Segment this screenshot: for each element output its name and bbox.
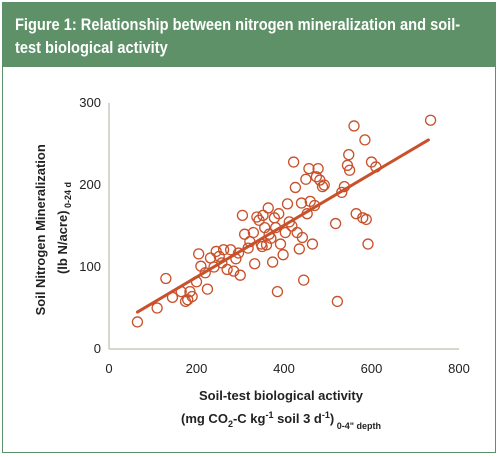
x-tick-label: 800 — [448, 361, 470, 376]
data-point — [343, 149, 355, 161]
data-point — [193, 248, 205, 260]
x-tick-labels: 0 200 400 600 800 — [105, 361, 469, 376]
data-point — [296, 231, 309, 244]
data-point — [217, 244, 230, 256]
x-tick-label: 200 — [186, 361, 208, 376]
data-point — [312, 162, 324, 175]
data-point — [201, 283, 214, 295]
data-point — [131, 316, 144, 328]
data-point — [279, 226, 291, 239]
data-point — [160, 272, 172, 285]
data-point — [293, 243, 305, 255]
data-point — [249, 258, 261, 270]
data-point — [262, 202, 274, 214]
data-point — [300, 173, 312, 185]
data-point — [234, 269, 246, 281]
data-point — [318, 179, 330, 191]
data-point — [274, 238, 287, 250]
data-point — [295, 197, 308, 209]
data-point — [186, 290, 198, 303]
data-point — [221, 263, 233, 276]
data-point — [251, 211, 263, 223]
y-axis-title: Soil Nitrogen Mineralization (lb N/acre)… — [33, 141, 73, 316]
data-point — [236, 209, 249, 221]
data-point — [329, 217, 342, 230]
data-point — [316, 180, 329, 193]
y-tick-label: 0 — [94, 341, 101, 356]
y-tick-label: 100 — [79, 259, 101, 274]
data-point — [289, 181, 302, 194]
y-tick-labels: 0 100 200 300 — [79, 95, 101, 356]
data-point — [257, 209, 269, 221]
data-point — [232, 247, 245, 259]
data-point — [273, 208, 285, 220]
data-point — [287, 156, 300, 168]
data-point — [331, 295, 344, 308]
data-points — [131, 114, 437, 328]
y-tick-label: 300 — [79, 95, 101, 110]
x-tick-label: 600 — [361, 361, 383, 376]
figure-header: Figure 1: Relationship between nitrogen … — [3, 3, 495, 67]
x-axis-units: (mg CO2-C kg-1 soil 3 d-1) 0-4" depth — [181, 410, 381, 431]
data-point — [184, 285, 196, 298]
trendline — [135, 138, 430, 314]
data-point — [199, 267, 211, 279]
figure-frame: Figure 1: Relationship between nitrogen … — [2, 2, 496, 453]
data-point — [348, 120, 360, 132]
data-point — [281, 198, 294, 210]
data-point — [343, 164, 356, 176]
data-point — [360, 213, 372, 226]
data-point — [151, 302, 163, 314]
data-point — [303, 162, 315, 175]
data-point — [238, 228, 251, 240]
data-point — [247, 226, 260, 239]
data-point — [277, 249, 289, 261]
x-tick-label: 400 — [273, 361, 295, 376]
data-point — [271, 285, 284, 298]
scatter-chart: 0 100 200 300 0 200 400 600 800 Soil Nitrogen M… — [33, 95, 470, 431]
y-tick-label: 200 — [79, 177, 101, 192]
data-point — [306, 238, 319, 250]
data-point — [336, 186, 348, 199]
figure-title: Figure 1: Relationship between nitrogen … — [15, 15, 461, 57]
data-point — [298, 274, 310, 286]
data-point — [362, 238, 374, 250]
data-point — [310, 171, 323, 183]
x-tick-label: 0 — [105, 361, 112, 376]
data-point — [359, 134, 371, 146]
data-point — [266, 256, 279, 268]
data-point — [341, 159, 354, 171]
x-axis-title: Soil-test biological activity — [199, 388, 364, 403]
data-point — [424, 114, 437, 126]
